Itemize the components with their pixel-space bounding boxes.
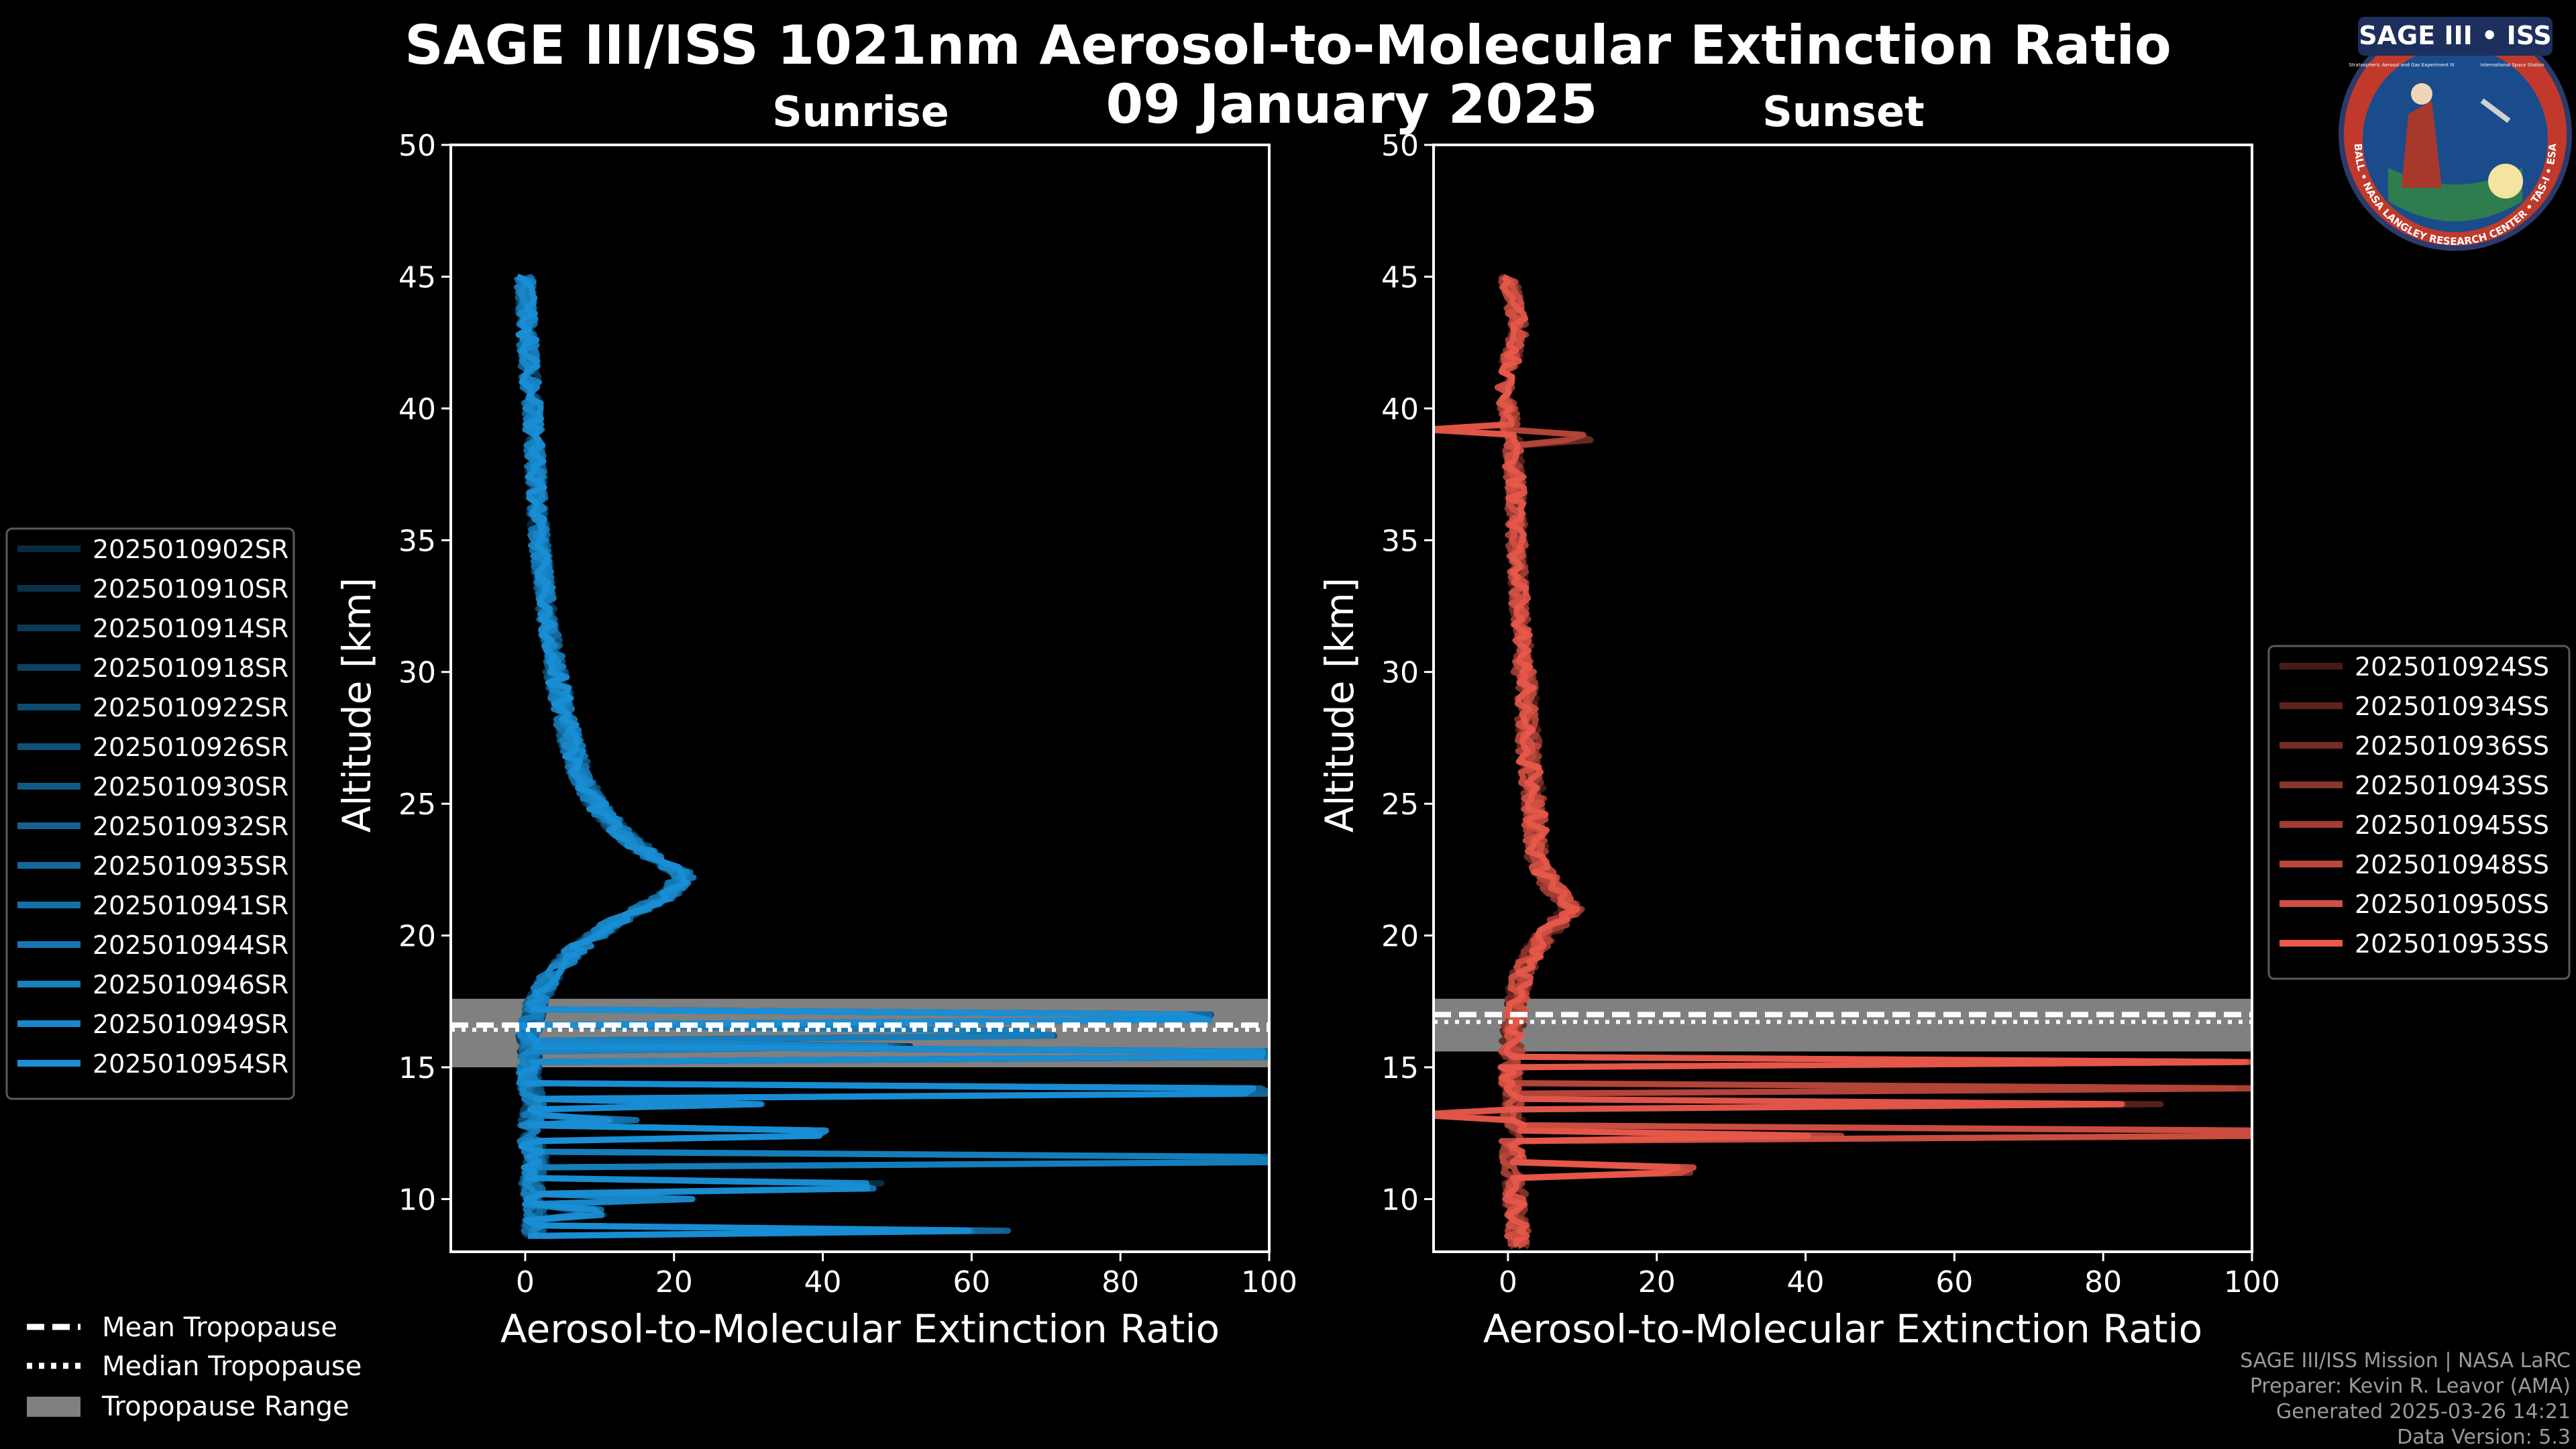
tropopause-legend: Mean Tropopause Median Tropopause Tropop… <box>27 1312 362 1422</box>
legend-label-2025010914SR: 2025010914SR <box>93 614 288 643</box>
x-tick-label: 0 <box>1499 1265 1517 1299</box>
legend-label-2025010936SS: 2025010936SS <box>2355 731 2549 761</box>
y-tick-label: 15 <box>398 1051 436 1085</box>
legend-label-2025010926SR: 2025010926SR <box>93 733 288 762</box>
y-tick-label: 10 <box>398 1183 436 1217</box>
y-tick-label: 10 <box>1381 1183 1419 1217</box>
sunrise-chart: 10 15 20 25 30 35 40 45 50 0 20 40 60 80 100 Aerosol-to… <box>334 129 1297 1352</box>
legend-label-2025010918SR: 2025010918SR <box>93 653 288 683</box>
y-tick-label: 20 <box>1381 920 1419 954</box>
y-tick-label: 20 <box>398 920 436 954</box>
x-tick-label: 40 <box>804 1265 842 1299</box>
tropopause-range-swatch <box>27 1397 80 1417</box>
legend-label-2025010954SR: 2025010954SR <box>93 1049 288 1079</box>
sunset-chart: 10 15 20 25 30 35 40 45 50 0 20 40 60 80 100 Aerosol-to… <box>1317 129 2280 1352</box>
x-tick-label: 100 <box>1241 1265 1297 1299</box>
figure-date: 09 January 2025 <box>1106 73 1598 136</box>
x-tick-label: 20 <box>1638 1265 1676 1299</box>
legend-label-2025010946SR: 2025010946SR <box>93 970 288 1000</box>
y-tick-label: 50 <box>398 129 436 163</box>
sunrise-y-axis-label: Altitude [km] <box>334 578 380 833</box>
y-tick-label: 30 <box>398 656 436 690</box>
y-tick-label: 25 <box>398 788 436 822</box>
legend-label-2025010930SR: 2025010930SR <box>93 772 288 802</box>
x-tick-label: 20 <box>655 1265 693 1299</box>
x-tick-label: 60 <box>953 1265 990 1299</box>
footer-data-version: Data Version: 5.3 <box>2397 1426 2571 1449</box>
sunrise-panel-title: Sunrise <box>772 87 949 136</box>
legend-label-2025010949SR: 2025010949SR <box>93 1010 288 1039</box>
y-tick-label: 40 <box>1381 392 1419 427</box>
sunset-axes-frame <box>1432 144 2253 1253</box>
footer-preparer: Preparer: Kevin R. Leavor (AMA) <box>2250 1375 2571 1398</box>
sunset-tropopause-range <box>1434 998 2252 1052</box>
sunrise-legend-frame <box>5 527 295 1100</box>
legend-label-2025010902SR: 2025010902SR <box>93 535 288 564</box>
footer-mission: SAGE III/ISS Mission | NASA LaRC <box>2240 1349 2571 1373</box>
logo-small-right: International Space Station <box>2480 62 2544 68</box>
y-tick-label: 45 <box>1381 260 1419 294</box>
legend-label-2025010945SS: 2025010945SS <box>2355 810 2549 840</box>
x-tick-label: 100 <box>2224 1265 2280 1299</box>
y-tick-label: 25 <box>1381 788 1419 822</box>
sunrise-x-axis-label: Aerosol-to-Molecular Extinction Ratio <box>500 1306 1220 1352</box>
moon-icon <box>2488 164 2523 199</box>
legend-label-2025010943SS: 2025010943SS <box>2355 771 2549 800</box>
logo-text: SAGE III • ISS <box>2359 21 2552 50</box>
space-station-icon <box>2480 98 2511 123</box>
mean-tropopause-label: Mean Tropopause <box>102 1312 337 1343</box>
legend-label-2025010934SS: 2025010934SS <box>2355 692 2549 721</box>
sunset-plot-area <box>1434 274 2252 1250</box>
x-tick-label: 40 <box>1787 1265 1825 1299</box>
y-tick-label: 30 <box>1381 656 1419 690</box>
legend-label-2025010935SR: 2025010935SR <box>93 851 288 881</box>
y-tick-label: 35 <box>1381 524 1419 558</box>
sunset-y-axis-label: Altitude [km] <box>1317 578 1362 833</box>
y-tick-label: 50 <box>1381 129 1419 163</box>
legend-label-2025010910SR: 2025010910SR <box>93 574 288 604</box>
figure-title: SAGE III/ISS 1021nm Aerosol-to-Molecular… <box>405 14 2171 76</box>
y-tick-label: 35 <box>398 524 436 558</box>
astronomer-figure-icon <box>2402 101 2442 188</box>
tropopause-range-label: Tropopause Range <box>101 1391 350 1422</box>
median-tropopause-label: Median Tropopause <box>102 1351 362 1382</box>
sunrise-plot-area <box>451 274 1269 1239</box>
x-tick-label: 80 <box>2084 1265 2122 1299</box>
sage-iii-iss-logo: SAGE III • ISS Stratospheric Aerosol and… <box>2339 17 2572 251</box>
y-tick-label: 40 <box>398 392 436 427</box>
legend-label-2025010953SS: 2025010953SS <box>2355 929 2549 959</box>
sunset-panel-title: Sunset <box>1762 87 1925 136</box>
x-tick-label: 0 <box>516 1265 535 1299</box>
sunrise-legend: 2025010902SR 2025010910SR 2025010914SR 2025… <box>5 527 295 1100</box>
legend-label-2025010950SS: 2025010950SS <box>2355 890 2549 919</box>
legend-label-2025010941SR: 2025010941SR <box>93 891 288 920</box>
legend-label-2025010922SR: 2025010922SR <box>93 693 288 722</box>
logo-small-left: Stratospheric Aerosol and Gas Experiment… <box>2349 62 2454 68</box>
legend-label-2025010932SR: 2025010932SR <box>93 812 288 841</box>
legend-label-2025010944SR: 2025010944SR <box>93 930 288 960</box>
y-tick-label: 15 <box>1381 1051 1419 1085</box>
series-line-2025010953SS <box>1434 274 2248 1247</box>
sunrise-axes-frame <box>449 144 1271 1253</box>
sunset-x-axis-label: Aerosol-to-Molecular Extinction Ratio <box>1483 1306 2202 1352</box>
sunset-legend-frame <box>2267 645 2571 980</box>
y-tick-label: 45 <box>398 260 436 294</box>
sunset-legend: 2025010924SS 2025010934SS 2025010936SS 2025… <box>2267 645 2571 980</box>
footer-generated: Generated 2025-03-26 14:21 <box>2276 1400 2571 1424</box>
legend-label-2025010924SS: 2025010924SS <box>2355 652 2549 682</box>
legend-label-2025010948SS: 2025010948SS <box>2355 850 2549 879</box>
x-tick-label: 60 <box>1935 1265 1973 1299</box>
series-line-2025010954SR <box>515 274 1267 1239</box>
x-tick-label: 80 <box>1102 1265 1139 1299</box>
